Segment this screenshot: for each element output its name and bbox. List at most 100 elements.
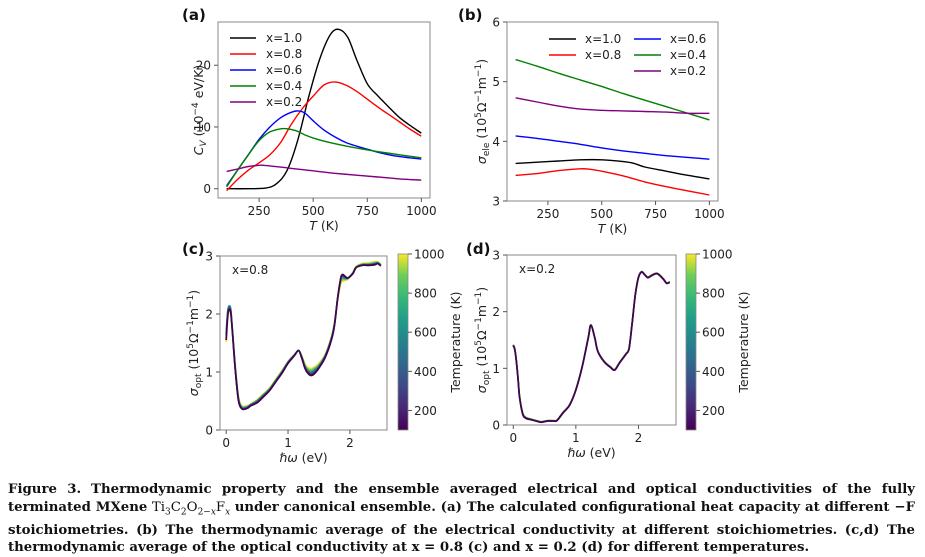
colorbar: [397, 253, 409, 431]
series-line: [226, 110, 422, 187]
temperature-series-line: [225, 261, 382, 409]
series-line: [226, 28, 422, 190]
y-tick-label: 3: [492, 195, 500, 209]
y-tick-label: 10: [196, 120, 211, 134]
series-line: [515, 168, 710, 196]
temperature-series-line: [512, 270, 671, 423]
panel-c: (c) 0 1 2 0 1 2 3 ℏω (eV) σopt (105Ω−1m−1) x=0.8 20…: [182, 240, 463, 465]
x-tick-label: 1: [284, 436, 292, 450]
axes-frame: [217, 21, 431, 199]
x-tick-label: 250: [248, 204, 271, 218]
x-tick-label: 1000: [694, 207, 725, 221]
temperature-series-line: [225, 262, 382, 411]
y-axis-label: σopt (105Ω−1m−1): [474, 287, 492, 393]
x-axis-label: ℏω (eV): [279, 450, 327, 465]
caption-formula: Ti3C2O2−xFx: [151, 499, 231, 518]
series-line: [512, 271, 671, 424]
y-tick-label: 0: [203, 182, 211, 196]
y-tick-label: 3: [492, 249, 500, 263]
caption-label: Figure 3.: [8, 482, 82, 497]
x-tick-label: 750: [644, 207, 667, 221]
temperature-series-line: [512, 270, 671, 423]
x-tick-label: 0: [509, 431, 517, 445]
y-axis-label: σele (105Ω−1m−1): [474, 59, 492, 164]
temperature-series-line: [225, 261, 382, 409]
series-line: [515, 58, 710, 121]
temperature-series-line: [512, 270, 671, 423]
colorbar-tick-label: 1000: [414, 248, 445, 262]
panel-annotation: x=0.2: [519, 262, 555, 276]
temperature-series-line: [512, 271, 671, 423]
temperature-series-line: [225, 260, 382, 408]
y-tick-label: 3: [205, 250, 213, 264]
panel-a: (a) 250 500 750 1000 0 10 20 T (K) CV (10−4 eV/K)…: [182, 6, 437, 233]
series-line: [225, 262, 382, 410]
series-line: [515, 97, 710, 115]
figure-caption: Figure 3. Thermodynamic property and the…: [8, 481, 915, 557]
legend-label: x=0.8: [266, 47, 302, 61]
temperature-series-line: [225, 262, 382, 410]
series-group: [225, 260, 382, 411]
y-tick-label: 1: [492, 362, 500, 376]
colorbar: [685, 253, 697, 431]
x-tick-label: 750: [356, 204, 379, 218]
series-line: [512, 270, 671, 423]
series-line: [225, 260, 382, 408]
y-tick-label: 20: [196, 59, 211, 73]
x-tick-label: 2: [346, 436, 354, 450]
x-tick-label: 1: [572, 431, 580, 445]
temperature-series-line: [512, 270, 671, 423]
panel-label: (d): [466, 240, 490, 258]
panel-label: (c): [182, 240, 205, 258]
x-axis-label: ℏω (eV): [567, 445, 615, 460]
y-tick-label: 4: [492, 135, 500, 149]
series-line: [225, 262, 382, 411]
legend-label: x=0.4: [266, 79, 302, 93]
temperature-series-line: [512, 270, 671, 423]
panel-annotation: x=0.8: [232, 263, 268, 277]
panel-b: (b) 250 500 750 1000 3 4 5 6 T (K) σele (105Ω−1m−1…: [458, 6, 725, 236]
colorbar-tick-label: 800: [702, 287, 725, 301]
legend-label: x=1.0: [266, 31, 302, 45]
colorbar-tick-label: 400: [414, 365, 437, 379]
colorbar-tick-label: 1000: [702, 248, 733, 262]
y-tick-label: 0: [205, 424, 213, 438]
temperature-series-line: [225, 262, 382, 410]
caption-line1: Thermodynamic property and the ensemble …: [8, 482, 916, 515]
legend-label: x=0.2: [266, 95, 302, 109]
y-axis-label: CV (10−4 eV/K): [191, 65, 209, 155]
panel-label: (a): [182, 6, 206, 24]
axes-frame: [506, 21, 719, 202]
legend-label: x=0.4: [670, 48, 706, 62]
x-tick-label: 500: [302, 204, 325, 218]
series-group: [226, 28, 422, 192]
y-axis-label: σopt (105Ω−1m−1): [186, 290, 204, 396]
legend-label: x=0.6: [670, 32, 706, 46]
panel-d: (d) 0 1 2 0 1 2 3 ℏω (eV) σopt (105Ω−1m−1) x=0.2 20…: [466, 240, 751, 460]
legend-label: x=0.8: [585, 48, 621, 62]
panel-label: (b): [458, 6, 482, 24]
series-line: [226, 81, 422, 192]
legend-label: x=0.6: [266, 63, 302, 77]
legend-label: x=1.0: [585, 32, 621, 46]
series-group: [512, 270, 671, 424]
colorbar-tick-label: 200: [414, 404, 437, 418]
colorbar-label: Temperature (K): [736, 291, 751, 393]
colorbar-tick-label: 600: [702, 326, 725, 340]
series-line: [226, 164, 422, 181]
axes-frame: [219, 255, 388, 431]
axes-frame: [506, 254, 677, 426]
colorbar-tick-label: 200: [702, 404, 725, 418]
y-tick-label: 0: [492, 419, 500, 433]
x-axis-label: T (K): [598, 221, 628, 236]
temperature-series-line: [512, 270, 671, 423]
temperature-series-line: [225, 262, 382, 410]
series-line: [515, 135, 710, 160]
temperature-series-line: [225, 262, 382, 410]
legend-label: x=0.2: [670, 64, 706, 78]
temperature-series-line: [512, 271, 670, 423]
y-tick-label: 5: [492, 75, 500, 89]
series-line: [226, 127, 422, 188]
colorbar-tick-label: 600: [414, 326, 437, 340]
